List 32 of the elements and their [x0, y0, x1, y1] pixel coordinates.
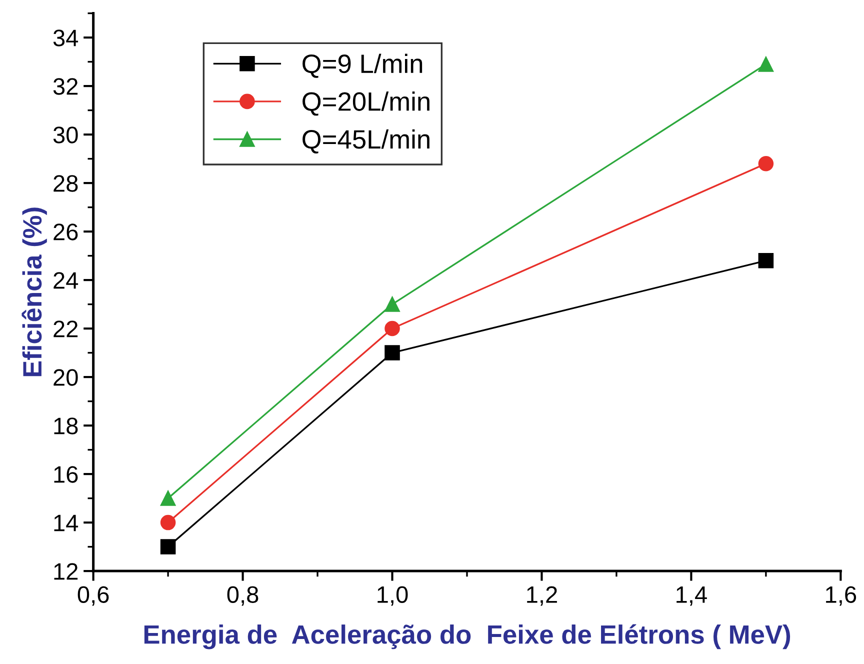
y-axis-title: Eficiência (%): [22, 208, 47, 376]
legend-label: Q=9 L/min: [302, 54, 422, 78]
y-tick-label: 18: [54, 418, 78, 434]
x-tick-label: 1,0: [378, 586, 408, 606]
x-tick-label: 1,2: [527, 586, 557, 606]
point: [758, 156, 774, 172]
point: [160, 490, 176, 506]
point: [384, 296, 400, 312]
y-tick-label: 22: [54, 320, 78, 338]
x-tick-label: 1,4: [676, 586, 707, 606]
y-tick-label: 32: [53, 78, 78, 95]
x-tick-label: 0,6: [78, 586, 109, 606]
point: [160, 514, 176, 530]
point: [758, 56, 774, 72]
point: [160, 539, 176, 554]
y-tick-label: 16: [54, 466, 78, 483]
y-tick-label: 14: [54, 514, 78, 532]
y-tick-label: 20: [54, 369, 78, 386]
y-tick-label: 34: [53, 30, 78, 46]
x-tick-label: 0,8: [227, 586, 258, 606]
point: [384, 320, 400, 336]
x-tick-label: 1,6: [826, 586, 856, 606]
y-tick-label: 28: [54, 175, 78, 192]
y-tick-label: 24: [54, 272, 78, 289]
legend-label: Q=20L/min: [302, 92, 430, 116]
point: [758, 252, 774, 268]
y-tick-label: 12: [54, 563, 78, 580]
x-axis-title: Energia de Aceleração do Feixe de Elétrons ( MeV): [144, 624, 790, 650]
point: [384, 345, 400, 360]
y-tick-label: 30: [53, 126, 78, 144]
legend-label: Q=45L/min: [302, 129, 430, 154]
y-tick-label: 26: [54, 224, 78, 240]
